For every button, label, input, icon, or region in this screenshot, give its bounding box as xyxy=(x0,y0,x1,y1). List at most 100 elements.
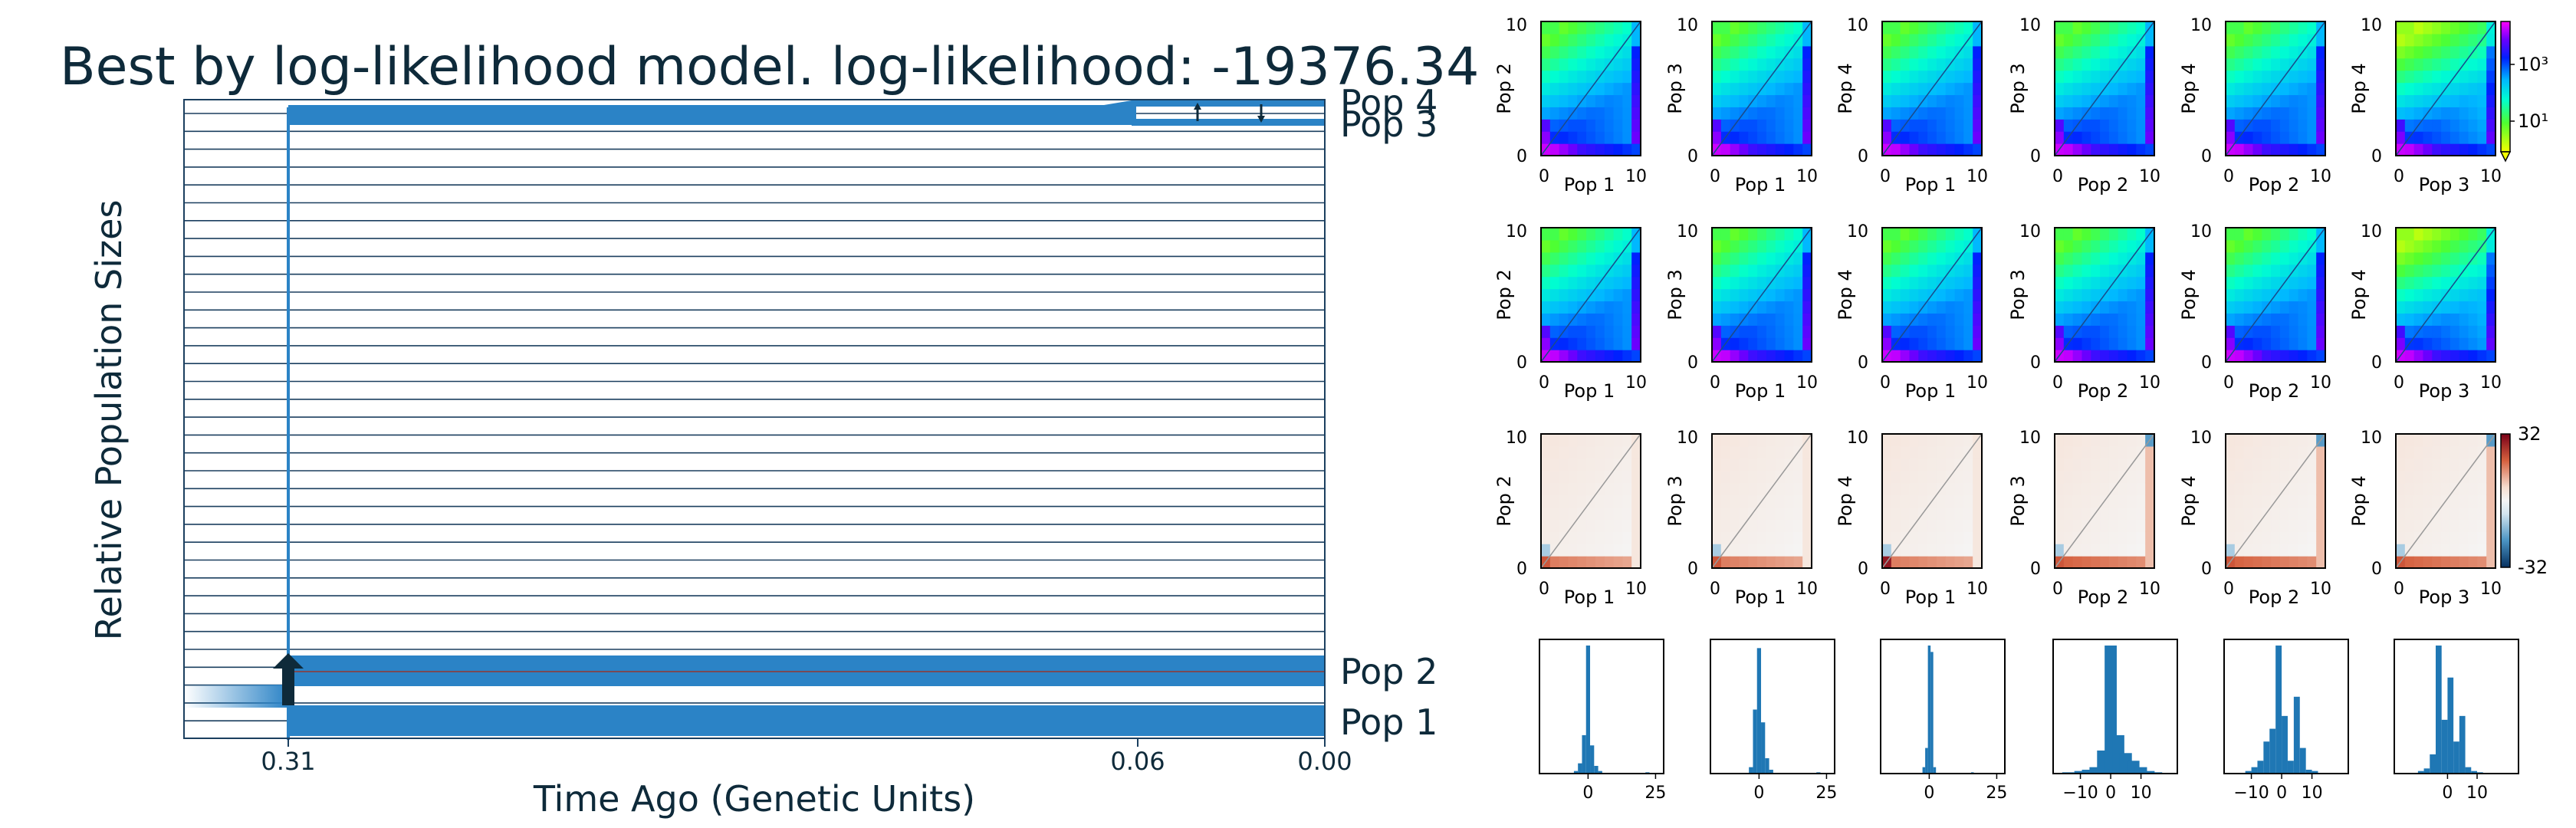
heatmap-cell xyxy=(2423,445,2433,459)
heatmap-cell xyxy=(2468,288,2478,302)
heatmap-cell xyxy=(2072,313,2083,326)
heatmap-cell xyxy=(1802,58,1812,71)
heatmap-cell xyxy=(1973,239,1983,253)
heatmap-cell xyxy=(1973,131,1983,144)
heatmap-cell xyxy=(1784,313,1794,326)
heatmap-cell xyxy=(1541,251,1551,265)
heatmap-cell xyxy=(2477,531,2487,544)
heatmap-cell xyxy=(2072,228,2083,241)
heatmap-cell xyxy=(1918,495,1928,508)
heatmap-cell xyxy=(2063,350,2074,363)
heatmap-cell xyxy=(2404,264,2415,278)
heatmap-cell xyxy=(1882,470,1892,484)
heatmap-cell xyxy=(1720,519,1731,532)
heatmap-cell xyxy=(2055,264,2065,278)
heatmap-cell xyxy=(2468,507,2478,520)
heatmap-cell xyxy=(1775,276,1786,290)
heatmap-cell xyxy=(2243,434,2254,447)
heatmap-cell xyxy=(2063,531,2074,544)
heatmap-cell xyxy=(1927,482,1937,496)
heatmap-cell xyxy=(1739,556,1749,569)
heatmap-cell xyxy=(1775,337,1786,350)
pop1-bar xyxy=(288,705,1325,736)
heatmap-cell xyxy=(1802,107,1812,120)
heatmap-cell xyxy=(1712,458,1722,472)
heatmap-cell xyxy=(2100,119,2110,132)
heatmap-cell xyxy=(1559,239,1569,253)
heatmap-cell xyxy=(2396,119,2406,132)
heatmap-cell xyxy=(1757,531,1767,544)
heatmap-cell xyxy=(2226,45,2236,59)
heatmap-cell xyxy=(2055,288,2065,302)
heatmap-cell xyxy=(2271,519,2281,532)
heatmap-cell xyxy=(1541,45,1551,59)
heatmap-cell xyxy=(2127,82,2137,96)
heatmap-cell xyxy=(1541,276,1551,290)
heatmap-cell xyxy=(2450,544,2460,557)
heatmap-cell xyxy=(2234,301,2245,314)
heatmap-cell xyxy=(2432,70,2442,84)
heatmap-cell xyxy=(1748,458,1758,472)
histogram-bar xyxy=(2436,646,2442,774)
heatmap-cell xyxy=(1936,239,1947,253)
heatmap-cell xyxy=(1549,325,1560,338)
heatmap-cell xyxy=(2145,507,2155,520)
heatmap-cell xyxy=(1954,507,1964,520)
heatmap-cell xyxy=(1793,70,1803,84)
heatmap-cell xyxy=(1936,251,1947,265)
heatmap-cell xyxy=(1613,94,1623,107)
heatmap-cell xyxy=(2279,434,2290,447)
heatmap-cell xyxy=(1891,445,1901,459)
heatmap-cell xyxy=(2108,519,2119,532)
heatmap-cell xyxy=(2234,119,2245,132)
panel-frame xyxy=(1540,227,1641,363)
heatmap-cell xyxy=(2413,21,2424,34)
heatmap-cell xyxy=(1793,556,1803,569)
heatmap-cell xyxy=(1963,45,1973,59)
heatmap-cell xyxy=(2404,119,2415,132)
heatmap-cell xyxy=(2226,495,2236,508)
label-pop4: Pop 4 xyxy=(1340,82,1438,123)
diagonal-line xyxy=(2054,433,2155,569)
heatmap-cell xyxy=(1757,251,1767,265)
heatmap-cell xyxy=(2108,337,2119,350)
heatmap-cell xyxy=(1595,251,1605,265)
heatmap-cell xyxy=(1784,531,1794,544)
heatmap-cell xyxy=(1973,119,1983,132)
histogram-bar xyxy=(2423,768,2430,774)
heatmap-cell xyxy=(2450,470,2460,484)
heatmap-cell xyxy=(1577,482,1587,496)
heatmap-cell xyxy=(2072,544,2083,557)
colorbar-log-extend xyxy=(2499,151,2512,163)
heatmap-cell xyxy=(1891,350,1901,363)
heatmap-cell xyxy=(1766,337,1776,350)
heatmap-cell xyxy=(1784,337,1794,350)
heatmap-cell xyxy=(2441,519,2451,532)
heatmap-cell xyxy=(2423,350,2433,363)
heatmap-cell xyxy=(1945,495,1956,508)
heatmap-cell xyxy=(2072,445,2083,459)
heatmap-cell xyxy=(1766,33,1776,47)
heatmap-cell xyxy=(1604,556,1615,569)
heatmap-cell xyxy=(1927,556,1937,569)
heatmap-cell xyxy=(1613,507,1623,520)
heatmap-cell xyxy=(2271,94,2281,107)
x-tick-label: 10 xyxy=(1625,580,1647,599)
heatmap-cell xyxy=(2316,264,2326,278)
y-tick-label: 0 xyxy=(2030,560,2041,579)
heatmap-cell xyxy=(2441,264,2451,278)
heatmap-cell xyxy=(2145,531,2155,544)
heatmap-cell xyxy=(2441,325,2451,338)
heatmap-cell xyxy=(1963,507,1973,520)
heatmap-cell xyxy=(2262,350,2272,363)
heatmap-cell xyxy=(1927,458,1937,472)
x-tick-label: 0 xyxy=(2394,373,2404,393)
heatmap-cell xyxy=(1712,21,1722,34)
heatmap-cell xyxy=(2127,94,2137,107)
heatmap-cell xyxy=(1757,470,1767,484)
heatmap-cell xyxy=(2288,544,2299,557)
heatmap-cell xyxy=(2252,94,2262,107)
heatmap-cell xyxy=(1720,21,1731,34)
